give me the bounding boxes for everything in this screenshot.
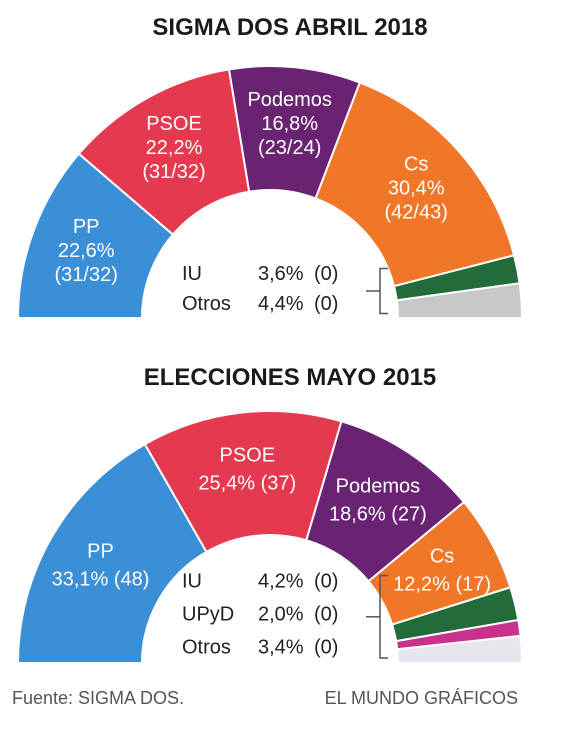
slice-label-pp-value: 33,1% (48) (52, 569, 150, 591)
slice-label-pp-percent: 22,6% (58, 240, 115, 262)
small-party-name-upyd: UPyD (182, 604, 234, 626)
small-party-name-iu: IU (182, 571, 202, 593)
slice-label-psoe-value: 25,4% (37) (198, 472, 296, 494)
slice-label-cs-name: Cs (404, 154, 428, 176)
small-party-seats-upyd: (0) (314, 604, 338, 626)
small-party-seats-iu: (0) (314, 571, 338, 593)
slice-label-cs-name: Cs (430, 545, 454, 567)
slice-otros (396, 634, 524, 664)
small-party-seats-iu: (0) (314, 263, 338, 285)
small-party-percent-otros: 4,4% (258, 293, 304, 315)
credit-note: EL MUNDO GRÁFICOS (324, 688, 518, 708)
small-party-name-iu: IU (182, 263, 202, 285)
slice-label-cs-value: (42/43) (385, 202, 448, 224)
small-party-percent-iu: 3,6% (258, 263, 304, 285)
chart-title-2015: ELECCIONES MAYO 2015 (143, 364, 437, 391)
parliament-chart-2018: PP22,6%(31/32)PSOE22,2%(31/32)Podemos16,… (16, 65, 524, 319)
slice-label-psoe-percent: 22,2% (146, 137, 203, 159)
slice-psoe (143, 410, 343, 554)
small-party-name-otros: Otros (182, 293, 231, 315)
slice-label-podemos-value: (23/24) (258, 137, 321, 159)
slice-label-podemos-value: 18,6% (27) (329, 503, 427, 525)
chart-title-2018: SIGMA DOS ABRIL 2018 (152, 14, 428, 41)
slice-cs (314, 81, 516, 288)
slice-otros (395, 282, 524, 319)
slice-label-psoe-name: PSOE (146, 113, 202, 135)
small-party-seats-otros: (0) (314, 293, 338, 315)
slice-pp (16, 442, 208, 664)
slice-label-pp-value: (31/32) (55, 264, 118, 286)
slice-label-cs-value: 12,2% (17) (393, 573, 491, 595)
slice-label-podemos-name: Podemos (247, 89, 332, 111)
slice-label-cs-percent: 30,4% (388, 178, 445, 200)
small-party-percent-upyd: 2,0% (258, 604, 304, 626)
slice-label-pp-name: PP (87, 541, 114, 563)
slice-label-psoe-name: PSOE (220, 444, 276, 466)
slice-label-psoe-value: (31/32) (142, 161, 205, 183)
slice-label-pp-name: PP (73, 216, 100, 238)
source-note: Fuente: SIGMA DOS. (12, 688, 185, 708)
small-party-seats-otros: (0) (314, 637, 338, 659)
small-party-percent-otros: 3,4% (258, 637, 304, 659)
small-party-name-otros: Otros (182, 637, 231, 659)
small-party-percent-iu: 4,2% (258, 571, 304, 593)
slices-0 (16, 65, 524, 319)
slices-1 (16, 410, 524, 664)
slice-label-podemos-name: Podemos (336, 475, 421, 497)
slice-label-podemos-percent: 16,8% (261, 113, 318, 135)
